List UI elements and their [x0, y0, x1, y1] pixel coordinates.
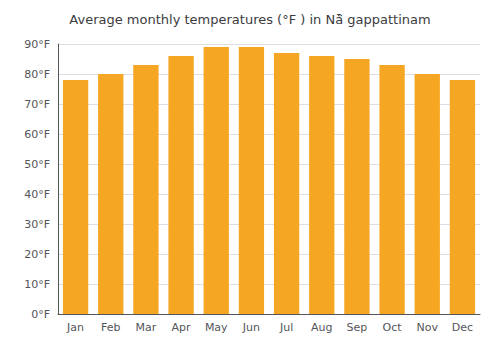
svg-text:Nov: Nov [417, 321, 439, 334]
svg-text:Oct: Oct [383, 321, 403, 334]
svg-text:May: May [205, 321, 228, 334]
svg-text:Dec: Dec [452, 321, 473, 334]
svg-text:Apr: Apr [172, 321, 192, 334]
svg-text:60°F: 60°F [24, 128, 50, 141]
svg-text:70°F: 70°F [24, 98, 50, 111]
svg-text:Feb: Feb [101, 321, 120, 334]
svg-text:Jul: Jul [279, 321, 293, 334]
svg-text:Sep: Sep [347, 321, 368, 334]
svg-text:50°F: 50°F [24, 158, 50, 171]
svg-text:Average monthly temperatures (: Average monthly temperatures (°F ) in Nā… [69, 12, 430, 27]
svg-text:30°F: 30°F [24, 218, 50, 231]
svg-text:Jun: Jun [242, 321, 260, 334]
svg-text:Jan: Jan [66, 321, 84, 334]
svg-text:90°F: 90°F [24, 38, 50, 51]
svg-text:10°F: 10°F [24, 278, 50, 291]
svg-text:0°F: 0°F [31, 308, 50, 321]
svg-text:Aug: Aug [311, 321, 332, 334]
svg-text:20°F: 20°F [24, 248, 50, 261]
svg-text:80°F: 80°F [24, 68, 50, 81]
svg-text:40°F: 40°F [24, 188, 50, 201]
svg-text:Mar: Mar [136, 321, 157, 334]
